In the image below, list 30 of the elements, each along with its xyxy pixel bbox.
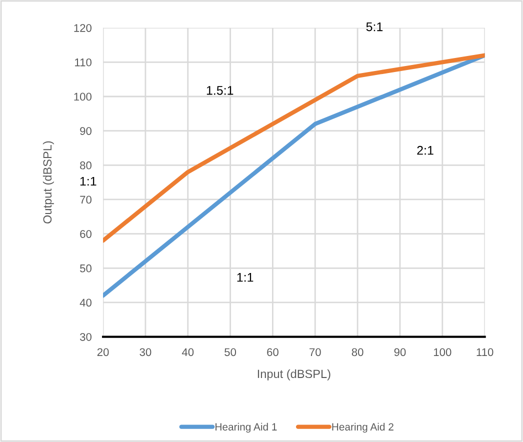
x-tick-label: 90 <box>394 348 406 356</box>
legend-label: Hearing Aid 1 <box>216 422 277 433</box>
annotation: 1:1 <box>237 273 254 282</box>
x-tick-label: 110 <box>476 348 494 356</box>
x-tick-label: 60 <box>267 348 278 356</box>
y-tick-label: 100 <box>74 92 92 101</box>
y-tick-label: 110 <box>75 58 92 66</box>
y-tick-label: 80 <box>80 161 92 170</box>
legend-label: Hearing Aid 2 <box>332 422 394 433</box>
text: 1:1 <box>80 176 96 186</box>
x-tick-label: 40 <box>182 348 194 356</box>
x-tick-label: 30 <box>140 348 152 356</box>
x-tick-label: 50 <box>224 348 236 356</box>
y-tick-label: 40 <box>80 298 92 307</box>
y-tick-label: 60 <box>80 230 92 238</box>
x-tick-label: 100 <box>434 348 452 356</box>
y-tick-label: 90 <box>80 127 92 135</box>
x-tick-label: 20 <box>97 348 109 356</box>
x-tick-label: 70 <box>310 348 321 356</box>
annotation: 1.5:1 <box>206 86 234 95</box>
y-axis-title: Output (dBSPL) <box>42 141 54 224</box>
line-series <box>103 53 485 243</box>
x-axis-title: Input (dBSPL) <box>258 369 330 380</box>
annotation: 2:1 <box>417 146 434 155</box>
y-tick-label: 120 <box>74 24 92 32</box>
x-tick-label: 80 <box>352 348 364 356</box>
y-tick-label: 70 <box>80 196 92 204</box>
y-tick-label: 30 <box>80 333 92 341</box>
annotation: 5:1 <box>366 22 383 32</box>
y-tick-label: 50 <box>80 264 92 272</box>
